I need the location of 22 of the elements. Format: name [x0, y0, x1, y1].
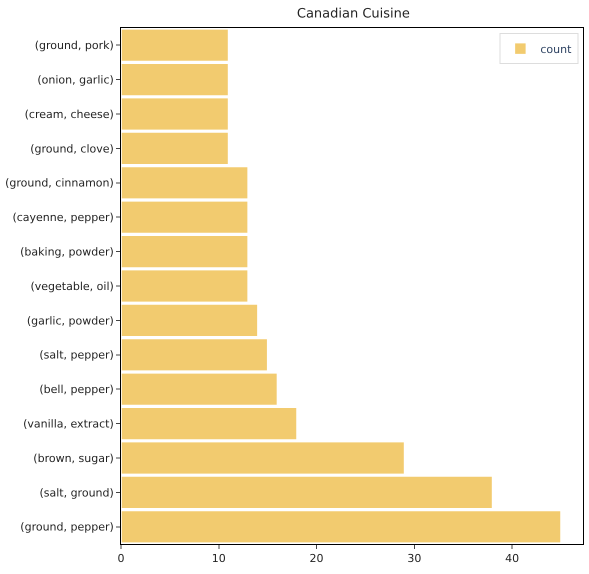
- y-tick-label: (onion, garlic): [37, 73, 114, 86]
- x-tick-label: 0: [118, 552, 124, 566]
- x-tick-label: 20: [310, 552, 324, 566]
- y-tick-label: (cayenne, pepper): [12, 211, 114, 224]
- y-tick-label: (garlic, powder): [26, 314, 114, 328]
- y-tick-label: (vegetable, oil): [30, 280, 114, 293]
- x-tick-label: 40: [505, 552, 520, 566]
- chart-title: Canadian Cuisine: [296, 6, 410, 22]
- y-tick-label: (bell, pepper): [39, 383, 114, 396]
- y-tick-label: (ground, pepper): [20, 520, 114, 534]
- y-tick-label: (salt, ground): [39, 486, 114, 500]
- y-tick-label: (baking, powder): [20, 245, 114, 258]
- y-tick-label: (ground, cinnamon): [5, 176, 114, 190]
- y-tick-label: (brown, sugar): [33, 452, 114, 465]
- x-tick-label: 30: [407, 552, 422, 566]
- y-tick-label: (ground, pork): [34, 39, 114, 52]
- y-tick-label: (salt, pepper): [39, 348, 114, 362]
- y-tick-label: (cream, cheese): [24, 108, 114, 121]
- y-tick-label: (vanilla, extract): [23, 417, 114, 430]
- legend-label: count: [540, 42, 572, 56]
- x-tick-label: 10: [212, 552, 226, 566]
- y-tick-label: (ground, clove): [30, 142, 114, 156]
